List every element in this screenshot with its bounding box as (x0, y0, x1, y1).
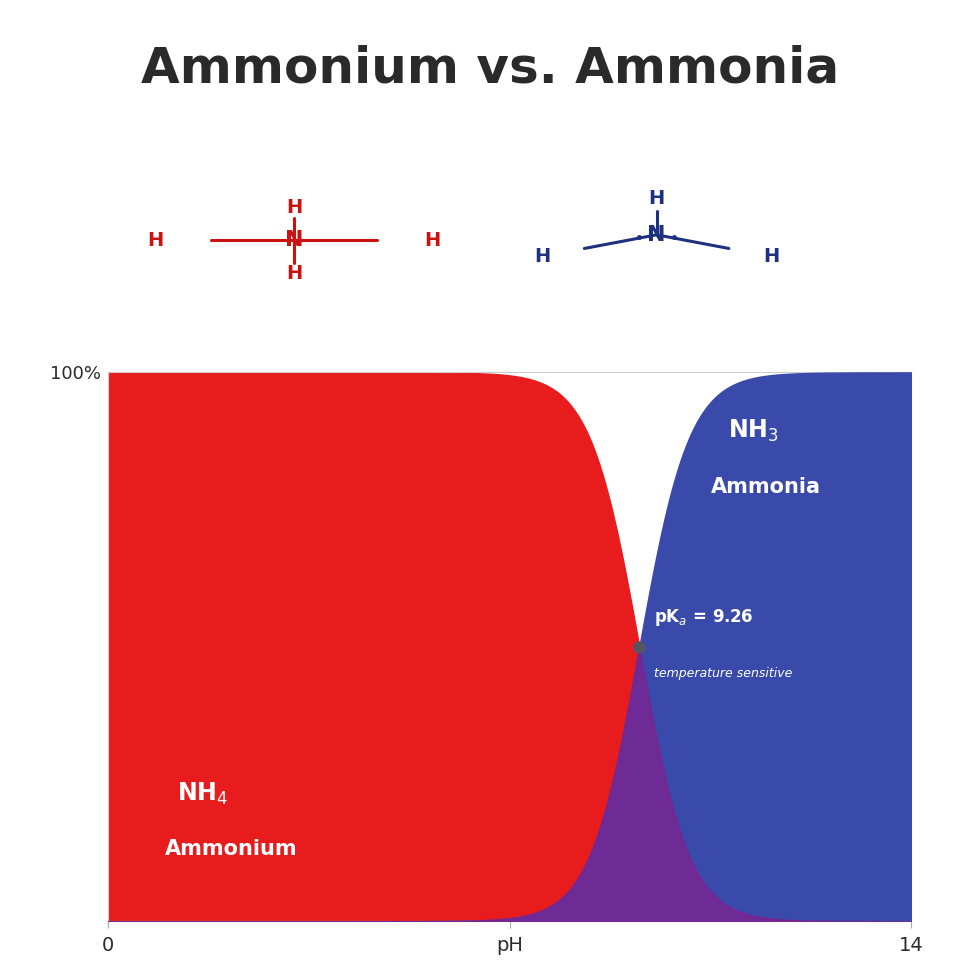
Text: H: H (649, 189, 664, 208)
Text: H: H (286, 264, 302, 282)
Text: pK$_a$ = 9.26: pK$_a$ = 9.26 (654, 607, 753, 628)
Text: N: N (285, 230, 303, 250)
Text: Ammonium: Ammonium (166, 839, 298, 859)
Text: Ammonia: Ammonia (710, 477, 820, 497)
Text: H: H (534, 247, 550, 266)
Text: H: H (424, 230, 440, 250)
Text: NH$_3$: NH$_3$ (728, 418, 778, 445)
Text: H: H (763, 247, 779, 266)
Text: H: H (148, 230, 164, 250)
Text: N: N (648, 224, 665, 245)
Text: Ammonium vs. Ammonia: Ammonium vs. Ammonia (141, 45, 839, 92)
Text: temperature sensitive: temperature sensitive (654, 667, 792, 680)
Text: NH$_4$: NH$_4$ (176, 780, 227, 807)
Text: H: H (286, 198, 302, 217)
